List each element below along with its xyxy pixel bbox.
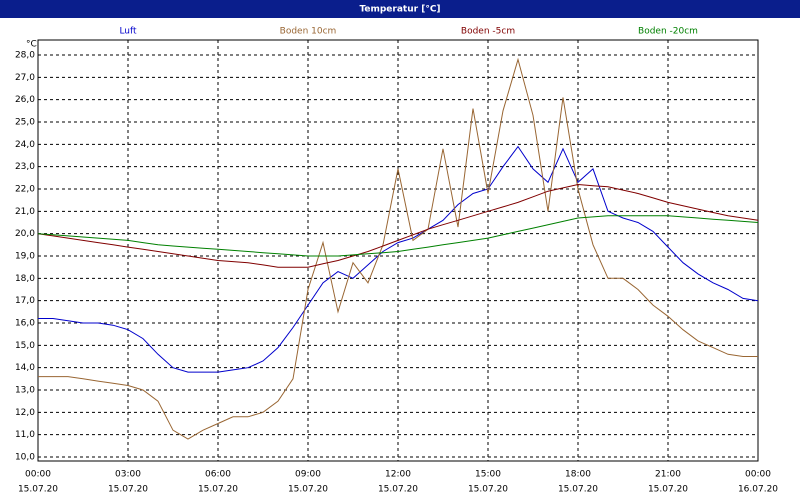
series-line xyxy=(38,145,759,373)
y-tick-label: 13,0 xyxy=(15,386,35,396)
y-tick-label: 15,0 xyxy=(15,341,35,351)
x-tick-label: 00:00 xyxy=(25,470,51,480)
legend-entry: Luft xyxy=(119,27,137,37)
x-tick-date: 15.07.20 xyxy=(648,485,688,495)
y-tick-label: 10,0 xyxy=(15,453,35,463)
x-tick-date: 15.07.20 xyxy=(378,485,418,495)
legend-entry: Boden 10cm xyxy=(280,27,337,37)
y-tick-label: 23,0 xyxy=(15,162,35,172)
x-tick-label: 09:00 xyxy=(295,470,321,480)
x-tick-date: 15.07.20 xyxy=(18,485,58,495)
y-tick-label: 20,0 xyxy=(15,229,35,239)
legend-entry: Boden -20cm xyxy=(638,27,698,37)
x-tick-label: 00:00 xyxy=(745,470,771,480)
y-tick-label: 21,0 xyxy=(15,207,35,217)
y-tick-label: 14,0 xyxy=(15,363,35,373)
y-tick-label: 26,0 xyxy=(15,95,35,105)
legend-entry: Boden -5cm xyxy=(461,27,515,37)
y-unit: °C xyxy=(26,40,37,50)
chart-title: Temperatur [°C] xyxy=(359,5,440,15)
x-tick-label: 06:00 xyxy=(205,470,231,480)
x-tick-label: 18:00 xyxy=(565,470,591,480)
y-tick-label: 22,0 xyxy=(15,185,35,195)
series-line xyxy=(38,57,758,440)
series-line xyxy=(37,183,759,268)
x-tick-label: 21:00 xyxy=(655,470,681,480)
y-tick-label: 27,0 xyxy=(15,73,35,83)
series-line xyxy=(37,215,759,257)
y-tick-label: 12,0 xyxy=(15,408,35,418)
x-tick-label: 15:00 xyxy=(475,470,501,480)
y-tick-label: 28,0 xyxy=(15,51,35,61)
x-tick-label: 03:00 xyxy=(115,470,141,480)
x-tick-label: 12:00 xyxy=(385,470,411,480)
x-tick-date: 15.07.20 xyxy=(198,485,238,495)
x-tick-date: 16.07.20 xyxy=(738,485,778,495)
x-tick-date: 15.07.20 xyxy=(468,485,508,495)
y-tick-label: 19,0 xyxy=(15,252,35,262)
x-tick-date: 15.07.20 xyxy=(558,485,598,495)
y-tick-label: 18,0 xyxy=(15,274,35,284)
y-tick-label: 17,0 xyxy=(15,296,35,306)
y-tick-label: 25,0 xyxy=(15,118,35,128)
x-tick-date: 15.07.20 xyxy=(288,485,328,495)
y-tick-label: 16,0 xyxy=(15,319,35,329)
title-bar xyxy=(0,0,800,18)
y-tick-label: 24,0 xyxy=(15,140,35,150)
y-tick-label: 11,0 xyxy=(15,430,35,440)
x-tick-date: 15.07.20 xyxy=(108,485,148,495)
